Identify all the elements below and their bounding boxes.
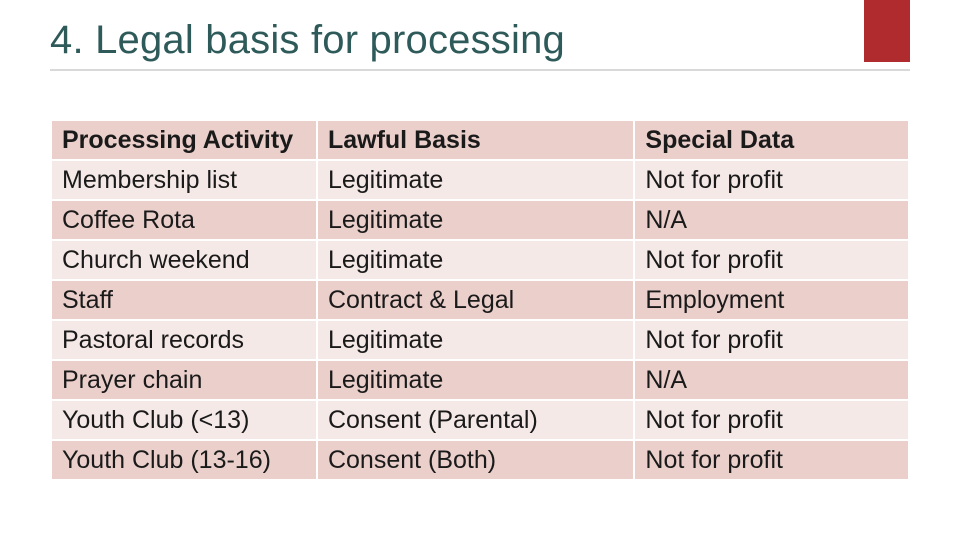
cell-basis: Consent (Both) <box>317 440 634 480</box>
cell-basis: Legitimate <box>317 360 634 400</box>
cell-activity: Youth Club (<13) <box>51 400 317 440</box>
cell-special: Not for profit <box>634 160 909 200</box>
cell-basis: Consent (Parental) <box>317 400 634 440</box>
col-header-basis: Lawful Basis <box>317 120 634 160</box>
accent-block <box>864 0 910 62</box>
cell-basis: Legitimate <box>317 160 634 200</box>
cell-activity: Prayer chain <box>51 360 317 400</box>
cell-activity: Membership list <box>51 160 317 200</box>
table-header-row: Processing Activity Lawful Basis Special… <box>51 120 909 160</box>
cell-basis: Legitimate <box>317 240 634 280</box>
cell-activity: Youth Club (13-16) <box>51 440 317 480</box>
cell-special: Not for profit <box>634 320 909 360</box>
table-row: Coffee Rota Legitimate N/A <box>51 200 909 240</box>
col-header-activity: Processing Activity <box>51 120 317 160</box>
page-title: 4. Legal basis for processing <box>50 18 910 63</box>
table-row: Staff Contract & Legal Employment <box>51 280 909 320</box>
cell-special: Not for profit <box>634 400 909 440</box>
table-row: Youth Club (13-16) Consent (Both) Not fo… <box>51 440 909 480</box>
cell-basis: Legitimate <box>317 200 634 240</box>
cell-special: Not for profit <box>634 440 909 480</box>
cell-activity: Staff <box>51 280 317 320</box>
col-header-special: Special Data <box>634 120 909 160</box>
table-row: Prayer chain Legitimate N/A <box>51 360 909 400</box>
cell-special: N/A <box>634 200 909 240</box>
cell-basis: Contract & Legal <box>317 280 634 320</box>
slide: 4. Legal basis for processing Processing… <box>0 0 960 540</box>
legal-basis-table: Processing Activity Lawful Basis Special… <box>50 119 910 481</box>
table-row: Membership list Legitimate Not for profi… <box>51 160 909 200</box>
cell-special: Not for profit <box>634 240 909 280</box>
table-row: Church weekend Legitimate Not for profit <box>51 240 909 280</box>
table-row: Youth Club (<13) Consent (Parental) Not … <box>51 400 909 440</box>
title-underline <box>50 69 910 71</box>
cell-activity: Coffee Rota <box>51 200 317 240</box>
cell-special: N/A <box>634 360 909 400</box>
cell-activity: Pastoral records <box>51 320 317 360</box>
cell-special: Employment <box>634 280 909 320</box>
cell-basis: Legitimate <box>317 320 634 360</box>
table-row: Pastoral records Legitimate Not for prof… <box>51 320 909 360</box>
cell-activity: Church weekend <box>51 240 317 280</box>
